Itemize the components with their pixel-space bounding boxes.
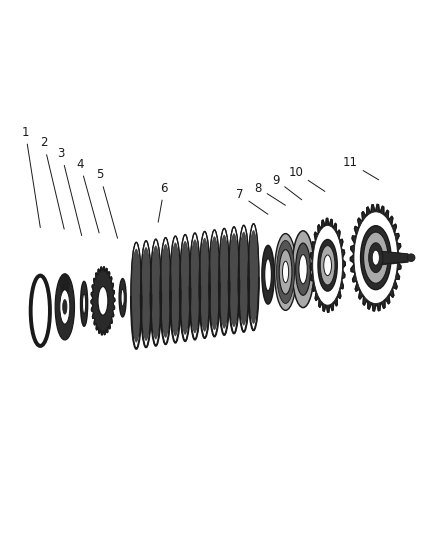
Ellipse shape bbox=[324, 255, 332, 276]
Text: 11: 11 bbox=[343, 157, 379, 180]
Polygon shape bbox=[350, 205, 401, 311]
Ellipse shape bbox=[364, 232, 388, 283]
Text: 9: 9 bbox=[272, 174, 302, 200]
Ellipse shape bbox=[369, 243, 383, 272]
Text: 1: 1 bbox=[21, 126, 40, 228]
Polygon shape bbox=[310, 219, 345, 312]
Text: 7: 7 bbox=[236, 189, 268, 214]
Ellipse shape bbox=[229, 233, 239, 327]
Ellipse shape bbox=[141, 247, 152, 341]
Text: 8: 8 bbox=[255, 182, 286, 205]
Ellipse shape bbox=[238, 232, 249, 326]
Ellipse shape bbox=[407, 254, 415, 262]
Ellipse shape bbox=[360, 225, 391, 289]
Text: 3: 3 bbox=[58, 147, 81, 236]
Ellipse shape bbox=[277, 240, 295, 303]
Ellipse shape bbox=[119, 279, 126, 317]
Ellipse shape bbox=[279, 249, 292, 294]
Ellipse shape bbox=[82, 294, 86, 314]
Text: 5: 5 bbox=[96, 168, 117, 238]
Ellipse shape bbox=[170, 243, 181, 336]
Ellipse shape bbox=[248, 230, 259, 324]
Text: 4: 4 bbox=[76, 158, 99, 233]
Ellipse shape bbox=[190, 239, 200, 333]
Ellipse shape bbox=[283, 261, 289, 282]
Ellipse shape bbox=[81, 281, 88, 326]
Ellipse shape bbox=[131, 249, 141, 343]
Ellipse shape bbox=[354, 212, 398, 303]
Ellipse shape bbox=[63, 300, 67, 314]
Ellipse shape bbox=[296, 243, 311, 295]
Ellipse shape bbox=[209, 236, 220, 330]
Ellipse shape bbox=[160, 244, 171, 338]
Ellipse shape bbox=[299, 255, 307, 284]
Ellipse shape bbox=[60, 290, 70, 324]
Ellipse shape bbox=[219, 235, 230, 328]
Ellipse shape bbox=[55, 274, 74, 340]
Polygon shape bbox=[91, 267, 115, 335]
Ellipse shape bbox=[98, 287, 108, 315]
Ellipse shape bbox=[372, 250, 379, 265]
Ellipse shape bbox=[150, 246, 161, 340]
Text: 10: 10 bbox=[288, 166, 325, 191]
Ellipse shape bbox=[199, 238, 210, 332]
Ellipse shape bbox=[121, 289, 124, 306]
Ellipse shape bbox=[292, 231, 314, 308]
Ellipse shape bbox=[318, 239, 337, 291]
Ellipse shape bbox=[180, 241, 191, 335]
Ellipse shape bbox=[262, 245, 274, 304]
Ellipse shape bbox=[320, 246, 335, 285]
Text: 6: 6 bbox=[158, 182, 168, 222]
Ellipse shape bbox=[275, 233, 297, 310]
Ellipse shape bbox=[265, 259, 272, 291]
Ellipse shape bbox=[313, 225, 343, 305]
Text: 2: 2 bbox=[40, 136, 64, 229]
